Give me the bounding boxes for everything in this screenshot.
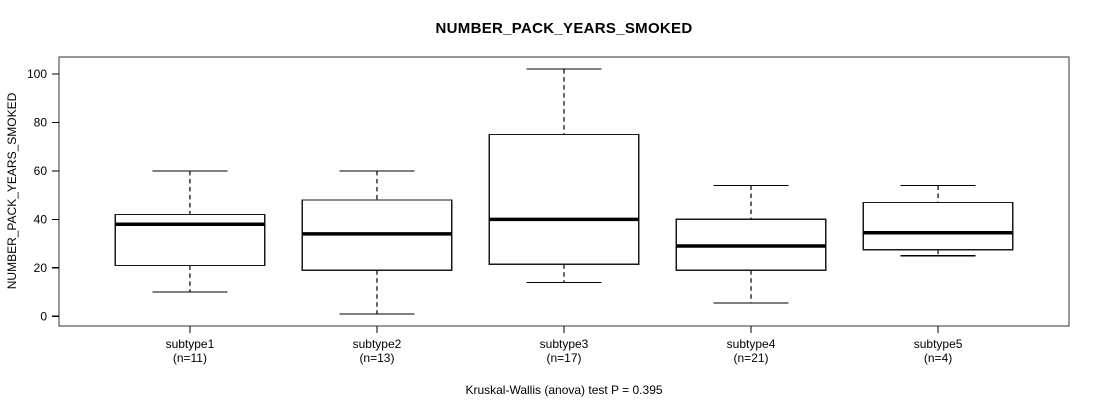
box-group-subtype3: subtype3(n=17) <box>488 68 640 365</box>
x-tick-sublabel: (n=13) <box>359 351 394 365</box>
y-tick-label: 60 <box>34 164 48 178</box>
x-tick-sublabel: (n=11) <box>173 351 207 365</box>
y-tick-label: 0 <box>40 310 47 324</box>
x-tick-sublabel: (n=4) <box>924 351 952 365</box>
y-tick-label: 100 <box>27 67 47 81</box>
kruskal-wallis-annotation: Kruskal-Wallis (anova) test P = 0.395 <box>465 383 663 397</box>
iqr-box <box>114 213 266 267</box>
x-tick-label: subtype2 <box>353 337 402 351</box>
x-tick-label: subtype3 <box>540 337 589 351</box>
x-tick-label: subtype5 <box>914 337 963 351</box>
x-tick-label: subtype4 <box>727 337 776 351</box>
box-group-subtype1: subtype1(n=11) <box>114 170 266 365</box>
y-tick-label: 20 <box>34 261 48 275</box>
iqr-box <box>862 201 1014 251</box>
y-tick-label: 80 <box>34 116 48 130</box>
x-tick-sublabel: (n=17) <box>546 351 581 365</box>
y-tick-label: 40 <box>34 213 48 227</box>
iqr-box <box>488 133 640 265</box>
box-group-subtype2: subtype2(n=13) <box>301 170 453 365</box>
x-tick-sublabel: (n=21) <box>734 351 769 365</box>
box-group-subtype5: subtype5(n=4) <box>862 184 1014 365</box>
chart-title: NUMBER_PACK_YEARS_SMOKED <box>435 20 693 37</box>
box-group-subtype4: subtype4(n=21) <box>675 184 827 365</box>
x-tick-label: subtype1 <box>166 337 215 351</box>
